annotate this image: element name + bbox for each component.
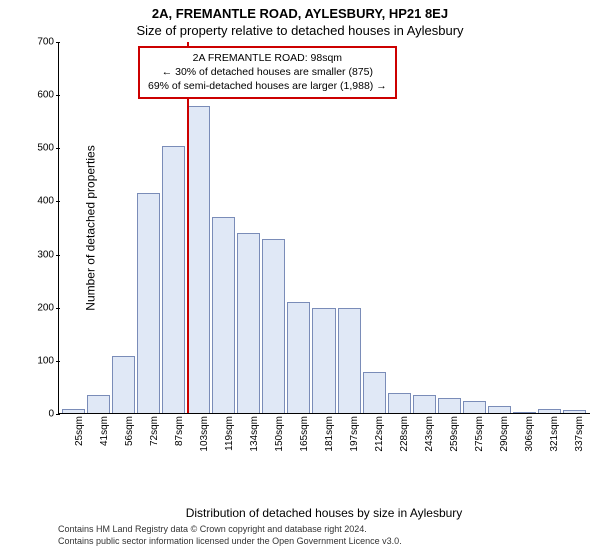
plot-area: 2A FREMANTLE ROAD: 98sqm ← 30% of detach… [58,42,590,414]
y-axis: 0100200300400500600700 [28,42,56,414]
y-tick-label: 0 [48,409,54,420]
page-title: 2A, FREMANTLE ROAD, AYLESBURY, HP21 8EJ [0,0,600,21]
x-tick-label: 25sqm [74,416,85,446]
x-tick-label: 41sqm [99,416,110,446]
x-tick-label: 275sqm [474,416,485,452]
x-tick-label: 72sqm [149,416,160,446]
histogram-bar [388,393,411,414]
x-axis: 25sqm 41sqm 56sqm 72sqm 87sqm 103sqm 119sqm 134… [58,414,590,462]
x-tick-label: 290sqm [499,416,510,452]
histogram-bar [363,372,386,415]
x-tick-label: 134sqm [249,416,260,452]
histogram-bar [137,193,160,414]
annotation-box: 2A FREMANTLE ROAD: 98sqm ← 30% of detach… [138,46,397,99]
histogram-bar [338,308,361,414]
histogram-bar [237,233,260,414]
x-tick-label: 181sqm [324,416,335,452]
x-tick-label: 337sqm [574,416,585,452]
y-tick-label: 700 [37,37,54,48]
chart-area: Number of detached properties 0100200300… [58,42,590,414]
x-tick-label: 259sqm [449,416,460,452]
y-tick-label: 500 [37,143,54,154]
x-tick-label: 321sqm [549,416,560,452]
histogram-bar [262,239,285,414]
x-tick-label: 103sqm [199,416,210,452]
histogram-bar [162,146,185,414]
histogram-bar [312,308,335,414]
x-tick-label: 243sqm [424,416,435,452]
annotation-line-1: 2A FREMANTLE ROAD: 98sqm [148,51,387,65]
x-tick-label: 197sqm [349,416,360,452]
histogram-bar [463,401,486,414]
x-tick-label: 306sqm [524,416,535,452]
y-tick-label: 200 [37,302,54,313]
x-tick-label: 119sqm [224,416,235,451]
x-tick-label: 87sqm [174,416,185,446]
y-tick-label: 400 [37,196,54,207]
x-axis-label: Distribution of detached houses by size … [58,462,590,520]
attribution-line-2: Contains public sector information licen… [58,536,600,547]
attribution-line-1: Contains HM Land Registry data © Crown c… [58,524,600,536]
x-tick-label: 150sqm [274,416,285,452]
histogram-bar [438,398,461,414]
y-tick-label: 600 [37,90,54,101]
histogram-bar [112,356,135,414]
y-tick-label: 100 [37,355,54,366]
histogram-bar [287,302,310,414]
page-subtitle: Size of property relative to detached ho… [0,21,600,42]
histogram-bar [212,217,235,414]
annotation-line-2: ← 30% of detached houses are smaller (87… [148,65,387,79]
x-tick-label: 228sqm [399,416,410,452]
x-tick-label: 56sqm [124,416,135,446]
histogram-bar [413,395,436,414]
annotation-line-3: 69% of semi-detached houses are larger (… [148,79,387,93]
y-tick-label: 300 [37,249,54,260]
attribution: Contains HM Land Registry data © Crown c… [0,520,600,547]
x-tick-label: 165sqm [299,416,310,452]
histogram-bar [187,106,210,414]
histogram-bar [87,395,110,414]
x-tick-label: 212sqm [374,416,385,452]
